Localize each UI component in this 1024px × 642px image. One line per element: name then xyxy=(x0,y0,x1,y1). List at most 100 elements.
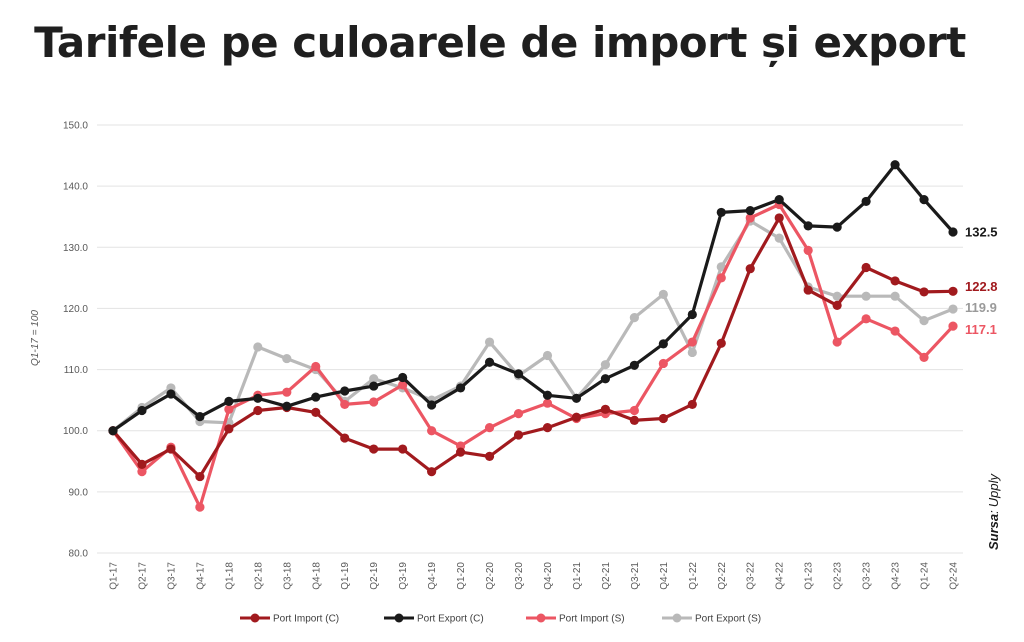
x-axis-ticks: Q1-17 Q2-17 Q3-17 Q4-17 Q1-18 Q2-18 Q3-18 Q4-18… xyxy=(109,562,960,590)
data-point xyxy=(398,372,408,383)
data-point xyxy=(919,316,929,326)
data-point xyxy=(369,381,379,391)
x-tick-label: Q1-18 xyxy=(224,562,235,590)
data-point xyxy=(253,393,263,403)
y-axis-label: Q1-17 = 100 xyxy=(30,310,41,366)
data-point xyxy=(224,424,234,434)
x-tick-label: Q3-19 xyxy=(398,562,409,590)
data-point xyxy=(716,273,726,283)
data-point xyxy=(890,276,900,286)
data-point xyxy=(137,405,147,416)
legend-swatch-marker xyxy=(536,613,546,623)
y-tick-label: 100.0 xyxy=(63,426,88,437)
data-point xyxy=(195,412,205,422)
series-port-export-c xyxy=(108,160,958,436)
x-tick-label: Q2-19 xyxy=(369,562,380,590)
data-point xyxy=(398,380,408,390)
data-point xyxy=(484,357,495,367)
data-point xyxy=(224,396,234,406)
data-point xyxy=(369,444,379,454)
data-point xyxy=(948,304,958,314)
chart-title: Tarifele pe culoarele de import și expor… xyxy=(34,18,966,67)
x-tick-label: Q2-20 xyxy=(485,562,496,590)
legend-item: Port Export (C) xyxy=(384,613,484,625)
data-point xyxy=(861,291,871,301)
data-point xyxy=(542,350,553,361)
data-point xyxy=(890,160,900,170)
x-tick-label: Q4-23 xyxy=(891,562,902,590)
data-point xyxy=(861,314,871,324)
data-point xyxy=(861,196,871,207)
data-point xyxy=(919,194,929,205)
data-point xyxy=(658,413,668,424)
data-point xyxy=(195,502,205,512)
x-tick-label: Q4-21 xyxy=(659,562,670,590)
x-tick-label: Q3-20 xyxy=(514,562,525,590)
end-labels: 122.8 132.5 117.1 119.9 xyxy=(965,225,998,338)
data-point xyxy=(137,459,147,469)
data-point xyxy=(948,227,958,237)
legend-label: Port Import (S) xyxy=(559,614,625,625)
series-line xyxy=(111,202,955,509)
data-point xyxy=(745,264,755,274)
data-point xyxy=(687,309,697,320)
x-tick-label: Q3-23 xyxy=(862,562,873,590)
x-tick-label: Q3-18 xyxy=(282,562,293,590)
data-point xyxy=(513,408,524,419)
x-tick-label: Q2-21 xyxy=(601,562,612,590)
legend-item: Port Export (S) xyxy=(662,613,761,625)
data-point xyxy=(224,404,234,414)
source-separator: : xyxy=(986,510,1001,514)
series-line xyxy=(111,219,955,433)
data-point xyxy=(542,390,553,400)
data-point xyxy=(629,313,639,323)
data-point xyxy=(803,221,813,231)
data-point xyxy=(890,326,900,336)
x-tick-label: Q4-17 xyxy=(195,562,206,590)
data-point xyxy=(166,444,176,454)
data-point xyxy=(484,451,495,461)
data-point xyxy=(513,430,524,440)
data-point xyxy=(484,423,495,433)
data-point xyxy=(687,347,697,358)
end-label: 119.9 xyxy=(965,300,997,315)
series-line xyxy=(111,163,955,433)
data-point xyxy=(253,342,263,352)
x-tick-label: Q3-22 xyxy=(746,562,757,590)
data-point xyxy=(658,289,668,299)
data-point xyxy=(282,401,292,411)
data-point xyxy=(600,404,611,414)
data-point xyxy=(803,245,813,255)
data-point xyxy=(311,361,321,372)
source-label: Sursa xyxy=(986,514,1001,550)
x-tick-label: Q1-24 xyxy=(920,562,931,590)
legend-label: Port Export (C) xyxy=(417,614,484,625)
data-point xyxy=(369,374,379,384)
series-port-export-s xyxy=(108,216,958,436)
data-point xyxy=(600,374,611,384)
data-point xyxy=(832,291,842,301)
data-point xyxy=(282,353,292,364)
data-point xyxy=(108,426,118,436)
data-point xyxy=(398,444,408,454)
data-point xyxy=(427,400,437,410)
data-point xyxy=(687,399,697,410)
data-point xyxy=(253,405,263,416)
data-point xyxy=(919,352,929,362)
legend: Port Import (C) Port Export (C) Port Impor… xyxy=(240,613,761,625)
y-tick-label: 150.0 xyxy=(63,121,88,132)
data-point xyxy=(774,213,784,223)
data-point xyxy=(427,467,437,477)
data-point xyxy=(803,285,813,295)
y-tick-label: 80.0 xyxy=(69,549,89,560)
end-label: 132.5 xyxy=(965,225,998,240)
data-point xyxy=(455,383,466,393)
y-axis-ticks: 80.0 90.0 100.0 110.0 120.0 130.0 140.0 150.0 xyxy=(63,121,88,560)
data-point xyxy=(658,358,668,369)
x-tick-label: Q2-23 xyxy=(833,562,844,590)
data-point xyxy=(542,398,553,408)
data-point xyxy=(311,392,321,402)
x-tick-label: Q3-17 xyxy=(166,562,177,590)
x-tick-label: Q1-22 xyxy=(688,562,699,590)
data-point xyxy=(948,321,958,331)
